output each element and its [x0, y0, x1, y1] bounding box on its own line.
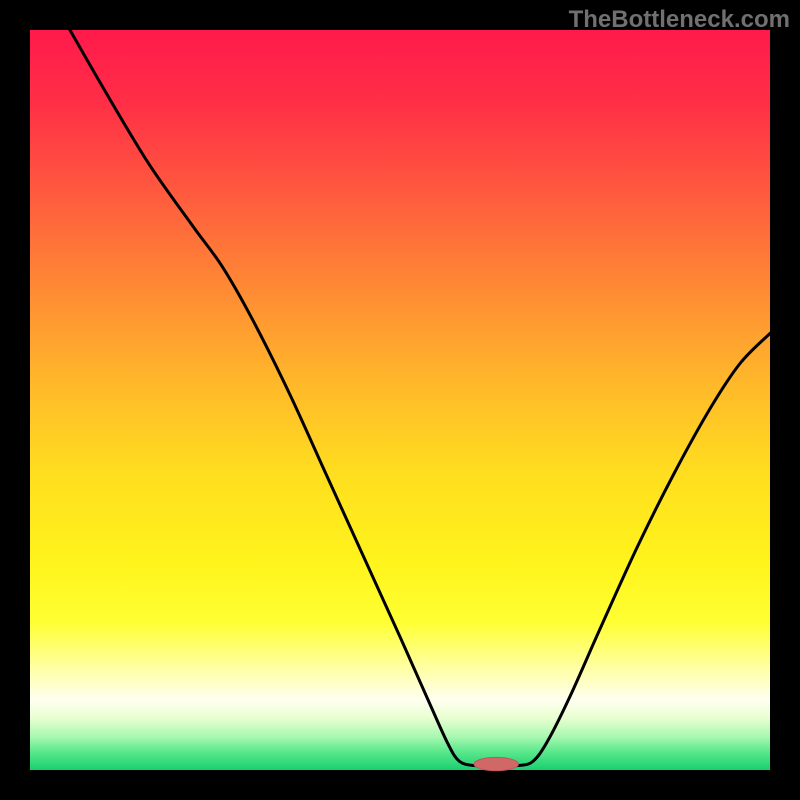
plot-background — [30, 30, 770, 770]
chart-container: TheBottleneck.com — [0, 0, 800, 800]
bottleneck-chart — [0, 0, 800, 800]
watermark-text: TheBottleneck.com — [569, 6, 790, 34]
minimum-marker — [474, 757, 518, 770]
